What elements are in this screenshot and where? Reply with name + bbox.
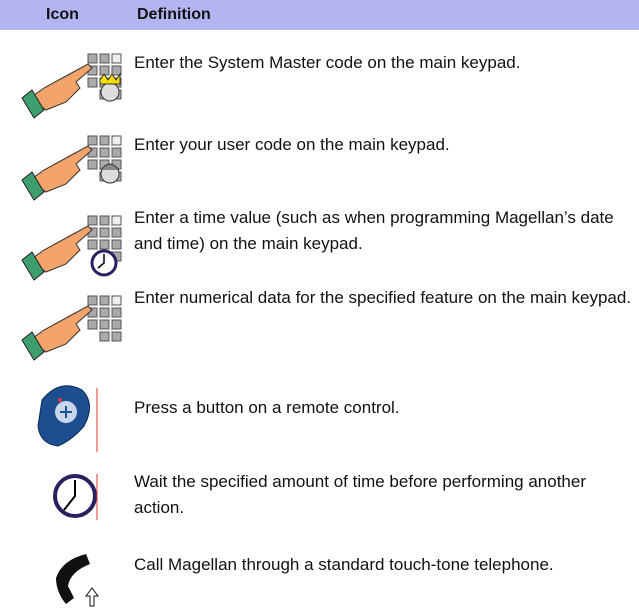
definition: Press a button on a remote control. bbox=[134, 398, 400, 417]
definition: Wait the specified amount of time before… bbox=[134, 472, 586, 517]
header-icon: Icon bbox=[46, 6, 79, 23]
keypad-icon bbox=[87, 295, 122, 342]
definition: Enter a time value (such as when program… bbox=[134, 208, 614, 253]
user-face-icon bbox=[100, 163, 120, 184]
definition: Enter the System Master code on the main… bbox=[134, 53, 521, 72]
phone-icon bbox=[56, 554, 99, 607]
master-face-icon bbox=[99, 72, 121, 102]
remote-icon bbox=[37, 385, 98, 452]
definition: Enter your user code on the main keypad. bbox=[134, 135, 450, 154]
header-bar: Icon Definition bbox=[0, 0, 639, 30]
small-clock-icon bbox=[90, 249, 118, 277]
hand-icon bbox=[21, 63, 93, 119]
icons bbox=[21, 53, 122, 607]
definition: Call Magellan through a standard touch-t… bbox=[134, 555, 554, 574]
hand-icon bbox=[21, 225, 93, 281]
clock-icon bbox=[53, 474, 98, 520]
hand-icon bbox=[21, 305, 93, 361]
definition: Enter numerical data for the specified f… bbox=[134, 288, 632, 307]
header-definition: Definition bbox=[137, 6, 211, 23]
hand-icon bbox=[21, 145, 93, 201]
